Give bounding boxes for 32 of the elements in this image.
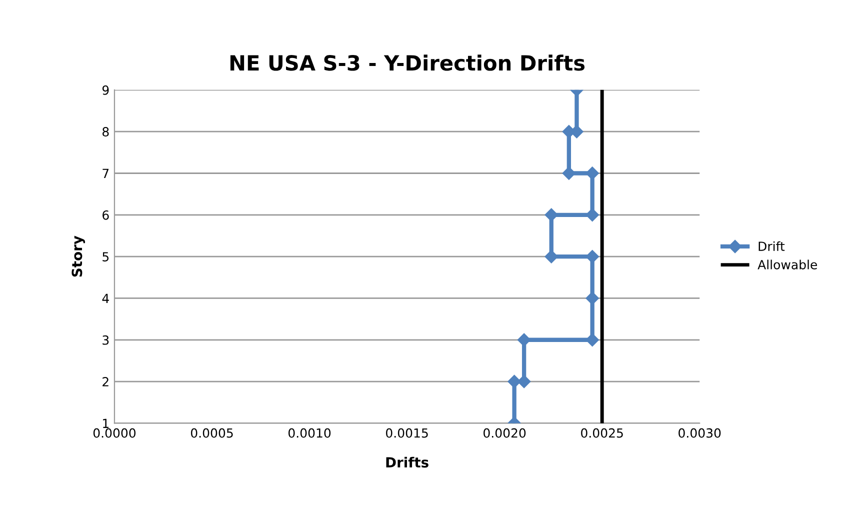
x-tick-label: 0.0015 xyxy=(386,428,428,438)
point xyxy=(586,250,599,264)
y-tick-label: 3 xyxy=(102,335,109,345)
x-tick-label: 0.0005 xyxy=(190,428,233,438)
x-tick-label: 0.0025 xyxy=(581,428,623,438)
x-axis-title: Drifts xyxy=(386,456,428,468)
point xyxy=(544,250,558,264)
point xyxy=(544,208,558,222)
x-tick-label: 0.0010 xyxy=(288,428,331,438)
point xyxy=(586,166,599,180)
y-tick-label: 8 xyxy=(102,127,109,137)
legend-label: Drift xyxy=(758,241,785,251)
point xyxy=(508,374,521,388)
point xyxy=(586,208,599,222)
x-tick-label: 0.0030 xyxy=(678,428,721,438)
point xyxy=(586,333,599,346)
y-tick-label: 5 xyxy=(102,252,109,262)
x-tick-label: 0.0000 xyxy=(93,428,136,438)
y-axis-title: Story xyxy=(72,236,85,277)
y-tick-label: 1 xyxy=(103,418,108,428)
point xyxy=(562,166,576,180)
point xyxy=(586,292,599,305)
y-tick-label: 4 xyxy=(102,294,109,303)
legend-label: Allowable xyxy=(758,260,818,270)
point xyxy=(517,374,531,388)
chart-title: NE USA S-3 - Y-Direction Drifts xyxy=(230,54,585,71)
x-tick-label: 0.0020 xyxy=(484,428,526,438)
y-tick-label: 6 xyxy=(102,210,109,220)
y-tick-label: 9 xyxy=(102,85,109,95)
y-tick-label: 7 xyxy=(102,168,109,178)
y-tick-label: 2 xyxy=(102,377,108,386)
point xyxy=(517,333,531,346)
